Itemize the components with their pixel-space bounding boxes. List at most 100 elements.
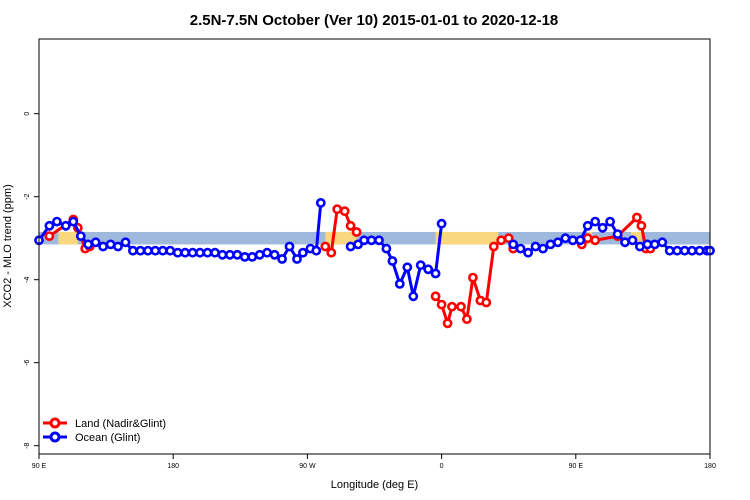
data-point — [664, 245, 675, 256]
data-point — [374, 235, 384, 246]
data-point — [269, 249, 280, 260]
data-point — [649, 239, 660, 250]
data-point — [52, 216, 62, 227]
legend-land-marker — [49, 417, 61, 429]
data-point — [120, 237, 131, 248]
chart-title: 2.5N-7.5N October (Ver 10) 2015-01-01 to… — [190, 12, 559, 29]
data-point — [508, 239, 519, 250]
data-point — [366, 235, 377, 246]
data-point — [394, 278, 405, 289]
data-point — [113, 241, 123, 252]
data-point — [297, 247, 308, 258]
x-tick-label: 180 — [704, 463, 716, 470]
data-point — [135, 245, 146, 256]
x-tick-label: 90 E — [32, 463, 47, 470]
data-point — [436, 218, 447, 229]
data-point — [590, 216, 601, 227]
y-tick-label: -4 — [24, 276, 31, 282]
data-point — [672, 245, 683, 256]
data-point — [523, 247, 533, 258]
data-point — [311, 245, 322, 256]
data-point — [345, 241, 356, 252]
data-point — [351, 227, 362, 237]
data-point — [44, 231, 55, 241]
data-point — [597, 222, 608, 233]
data-point — [590, 235, 601, 246]
y-tick-label: 0 — [24, 112, 31, 116]
data-point — [150, 245, 161, 256]
data-point — [180, 247, 190, 258]
plot-frame — [38, 38, 711, 455]
data-point — [687, 245, 697, 256]
legend-ocean-marker — [49, 431, 61, 443]
legend-item-ocean: Ocean (Glint) — [43, 431, 140, 444]
data-point — [503, 233, 514, 244]
data-point — [68, 216, 79, 227]
legend-land-label: Land (Nadir&Glint) — [75, 418, 166, 430]
data-point — [436, 299, 447, 310]
series-ocean — [34, 197, 715, 302]
series-layer — [34, 197, 715, 329]
data-point — [430, 291, 441, 302]
y-tick-label: -6 — [24, 359, 31, 365]
data-point — [461, 314, 472, 324]
data-point — [83, 239, 94, 250]
data-point — [488, 241, 499, 252]
data-point — [127, 245, 138, 256]
data-point — [567, 235, 578, 246]
data-point — [620, 237, 630, 248]
data-point — [195, 247, 205, 258]
series-land — [44, 204, 656, 329]
band-land-segment — [58, 231, 78, 245]
data-point — [202, 247, 213, 258]
data-point — [415, 260, 426, 271]
data-point — [98, 241, 108, 252]
data-point — [90, 237, 101, 248]
data-point — [165, 245, 176, 256]
y-axis: 0 -2 -4 -6 -8 — [24, 112, 39, 449]
data-point — [408, 291, 419, 302]
data-point — [447, 301, 457, 312]
data-point — [538, 243, 548, 254]
data-point — [339, 206, 350, 217]
data-point — [292, 254, 302, 264]
data-point — [326, 247, 337, 258]
data-point — [515, 243, 526, 254]
x-tick-label: 0 — [440, 463, 444, 470]
data-point — [636, 220, 647, 231]
data-point — [627, 235, 638, 246]
data-point — [217, 249, 228, 260]
data-point — [332, 204, 343, 215]
data-point — [456, 301, 466, 312]
x-tick-label: 90 W — [299, 463, 316, 470]
y-tick-label: -2 — [24, 193, 31, 199]
data-point — [60, 220, 71, 231]
data-point — [75, 231, 86, 241]
data-point — [44, 220, 55, 231]
data-point — [247, 251, 258, 262]
x-axis: 90 E 180 90 W 0 90 E 180 — [32, 454, 716, 470]
data-point — [423, 264, 434, 275]
data-point — [315, 197, 326, 208]
data-point — [496, 235, 507, 246]
band-land-segment — [435, 231, 499, 245]
x-tick-label: 90 E — [569, 463, 584, 470]
data-point — [442, 318, 453, 329]
data-point — [402, 262, 413, 273]
data-point — [635, 241, 645, 252]
data-point — [530, 241, 541, 252]
data-point — [657, 237, 668, 248]
data-point — [582, 220, 593, 231]
data-point — [277, 254, 287, 264]
legend: Land (Nadir&Glint) Ocean (Glint) — [43, 417, 166, 444]
legend-item-land: Land (Nadir&Glint) — [43, 417, 166, 430]
x-axis-label: Longitude (deg E) — [331, 479, 418, 491]
data-point — [632, 212, 642, 223]
data-point — [481, 297, 492, 308]
data-point — [320, 241, 331, 252]
data-point — [430, 268, 441, 279]
data-point — [467, 272, 478, 283]
y-tick-label: -8 — [24, 442, 31, 448]
data-point — [387, 256, 398, 266]
